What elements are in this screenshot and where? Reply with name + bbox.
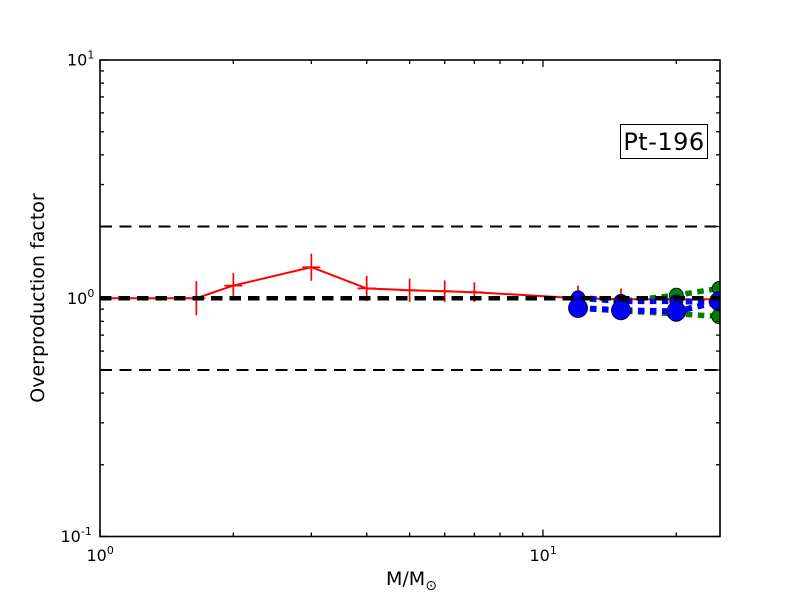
tick-label: 101 [67, 49, 94, 70]
tick-label: 100 [67, 287, 94, 308]
tick-label: 101 [529, 544, 556, 565]
series-line-blue-large-dashed-circles [577, 298, 720, 315]
plot-frame [99, 59, 721, 538]
data-point-marker [568, 298, 588, 318]
series-line-green-upper-dashed-circles [577, 285, 720, 305]
x-axis-label: M/M⊙ [386, 568, 437, 594]
guide-lines [100, 225, 720, 371]
y-axis-label: Overproduction factor [27, 193, 49, 403]
tick-label: 100 [87, 544, 114, 565]
tick-label: 10-1 [61, 525, 92, 546]
data-point-marker [611, 300, 631, 321]
isotope-annotation: Pt-196 [620, 124, 708, 159]
isotope-annotation-text: Pt-196 [623, 127, 705, 156]
data-point-marker [666, 301, 687, 322]
